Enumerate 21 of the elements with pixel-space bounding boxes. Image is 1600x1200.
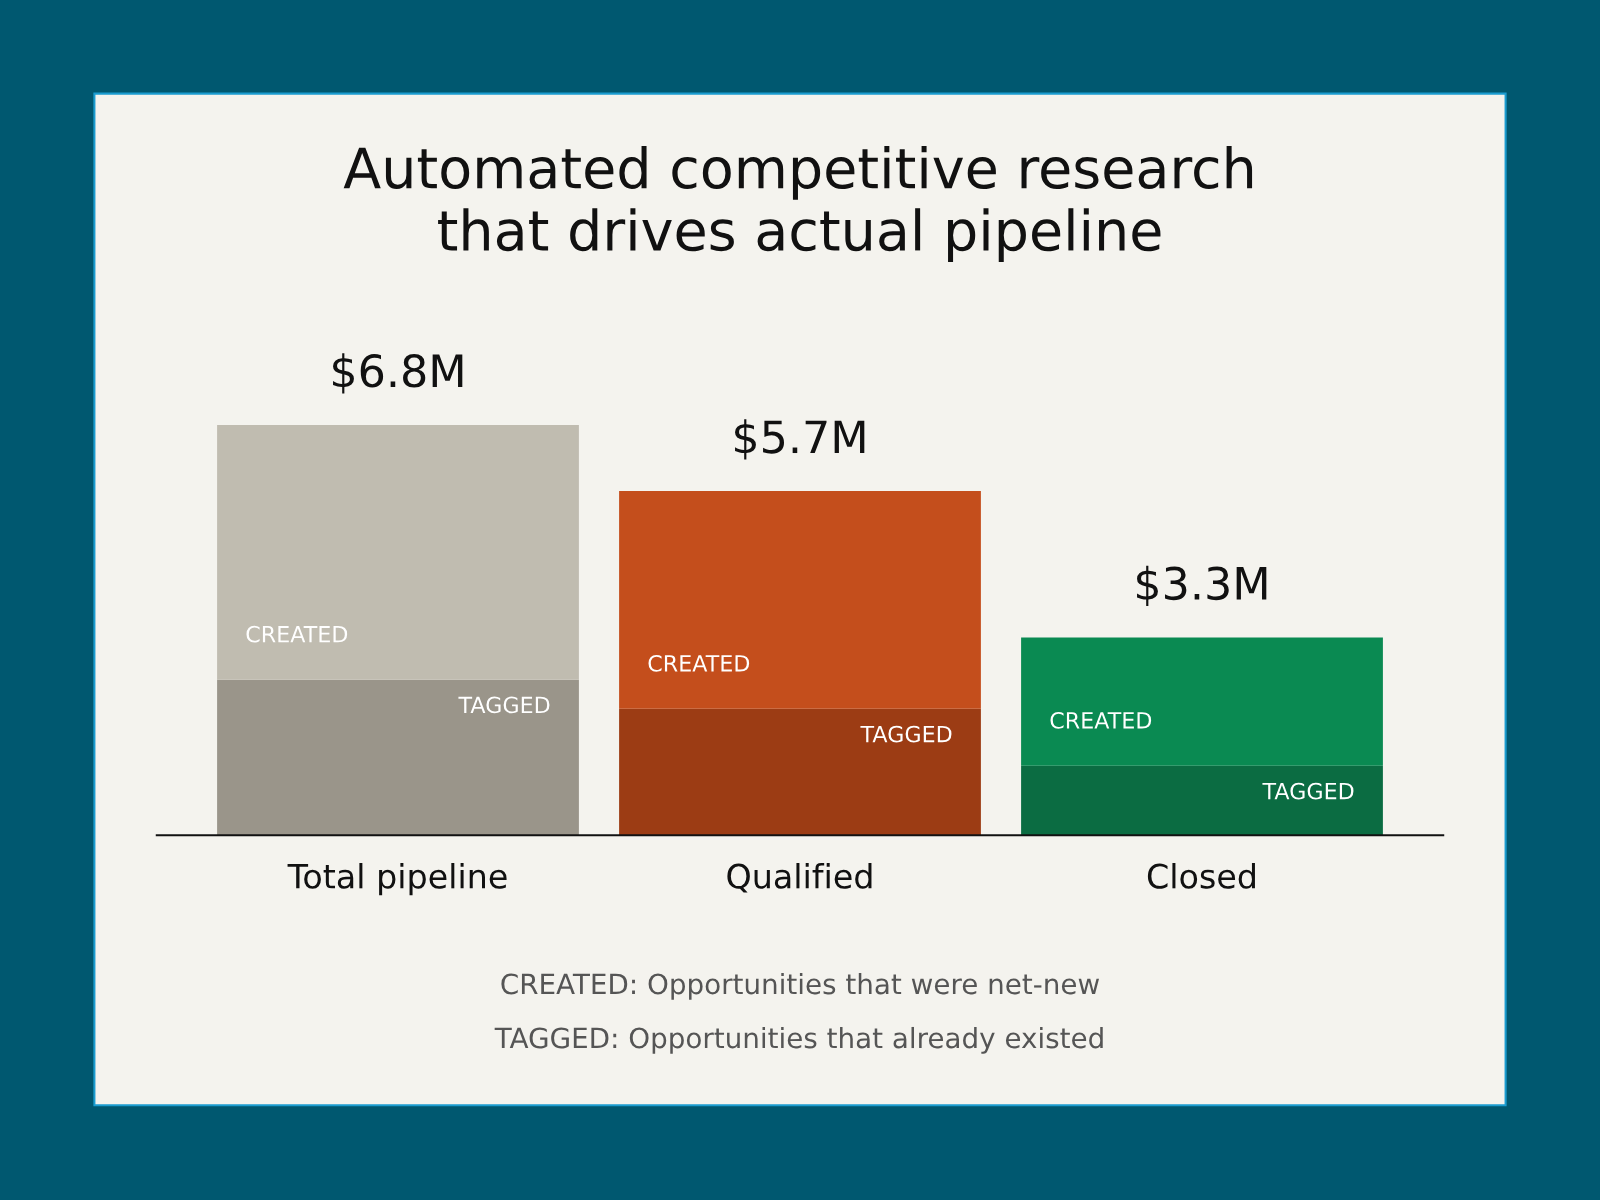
x-tick-label: Closed [1147,862,1255,889]
text: CREATED [246,625,348,643]
bar [619,708,981,836]
annotation: $5.7M [735,419,865,460]
bar [217,679,579,836]
bar [619,490,981,709]
text: CREATED [1050,711,1152,729]
series-label: CREATED [648,654,750,672]
text: TAGGED [458,696,550,714]
bar [217,424,579,680]
x-tick-label: Qualified [727,862,872,893]
text: TAGGED [1262,782,1354,800]
bar [1021,637,1383,766]
annotation: $3.3M [1137,565,1267,607]
text: CREATED: Opportunities that were net-new [501,972,1100,1000]
bar [1021,765,1383,836]
annotation: $6.8M [333,353,463,394]
chart-title: Automated competitive research that drives actual pipeline [343,146,1253,262]
text: TAGGED: Opportunities that already existed [494,1026,1103,1054]
series-label: TAGGED [860,725,952,743]
x-tick-label: Total pipeline [287,862,507,896]
